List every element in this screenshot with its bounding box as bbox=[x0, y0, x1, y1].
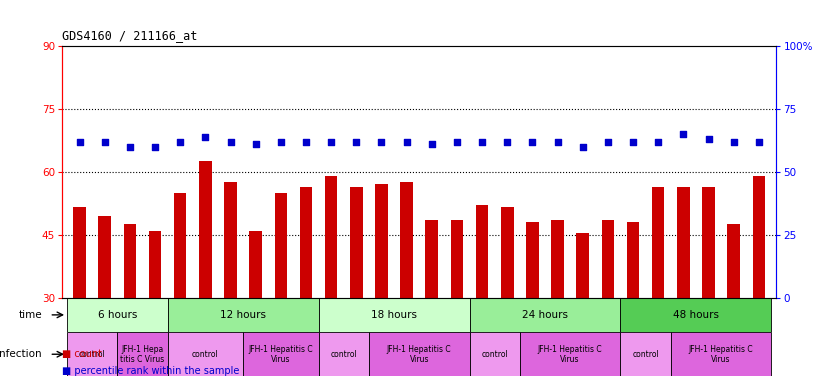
Text: infection: infection bbox=[0, 349, 42, 359]
Bar bbox=[375, 184, 387, 298]
Point bbox=[626, 139, 639, 145]
Point bbox=[349, 139, 363, 145]
Bar bbox=[652, 187, 664, 298]
Bar bbox=[401, 182, 413, 298]
Text: JFH-1 Hepatitis C
Virus: JFH-1 Hepatitis C Virus bbox=[689, 344, 753, 364]
Point bbox=[274, 139, 287, 145]
Bar bbox=[224, 182, 237, 298]
Text: JFH-1 Hepatitis C
Virus: JFH-1 Hepatitis C Virus bbox=[387, 344, 452, 364]
Text: JFH-1 Hepa
titis C Virus: JFH-1 Hepa titis C Virus bbox=[121, 344, 164, 364]
Bar bbox=[74, 207, 86, 298]
Text: ■ count: ■ count bbox=[62, 349, 102, 359]
Text: JFH-1 Hepatitis C
Virus: JFH-1 Hepatitis C Virus bbox=[249, 344, 313, 364]
Point bbox=[325, 139, 338, 145]
Bar bbox=[551, 220, 564, 298]
Text: 6 hours: 6 hours bbox=[97, 310, 137, 320]
Bar bbox=[620, 332, 671, 376]
Bar bbox=[124, 224, 136, 298]
Bar bbox=[526, 222, 539, 298]
Point bbox=[551, 139, 564, 145]
Bar bbox=[577, 233, 589, 298]
Text: time: time bbox=[18, 310, 42, 320]
Text: GDS4160 / 211166_at: GDS4160 / 211166_at bbox=[62, 29, 197, 42]
Point bbox=[676, 131, 690, 137]
Point bbox=[224, 139, 237, 145]
Point bbox=[249, 141, 263, 147]
Text: 24 hours: 24 hours bbox=[522, 310, 568, 320]
Text: 18 hours: 18 hours bbox=[371, 310, 417, 320]
Bar bbox=[469, 298, 620, 332]
Bar bbox=[476, 205, 488, 298]
Bar bbox=[620, 298, 771, 332]
Bar bbox=[98, 216, 111, 298]
Point bbox=[400, 139, 413, 145]
Bar bbox=[168, 332, 243, 376]
Point bbox=[149, 144, 162, 150]
Bar bbox=[67, 298, 168, 332]
Bar bbox=[243, 332, 319, 376]
Bar bbox=[199, 161, 211, 298]
Text: JFH-1 Hepatitis C
Virus: JFH-1 Hepatitis C Virus bbox=[538, 344, 602, 364]
Bar bbox=[728, 224, 740, 298]
Text: control: control bbox=[330, 350, 357, 359]
Bar bbox=[469, 332, 520, 376]
Point bbox=[702, 136, 715, 142]
Bar bbox=[369, 332, 469, 376]
Bar bbox=[752, 176, 765, 298]
Text: control: control bbox=[632, 350, 659, 359]
Point bbox=[576, 144, 589, 150]
Bar bbox=[601, 220, 615, 298]
Bar bbox=[319, 332, 369, 376]
Point bbox=[199, 134, 212, 140]
Point bbox=[752, 139, 766, 145]
Point bbox=[476, 139, 489, 145]
Bar bbox=[67, 332, 117, 376]
Point bbox=[425, 141, 439, 147]
Point bbox=[98, 139, 112, 145]
Text: 12 hours: 12 hours bbox=[220, 310, 266, 320]
Text: 48 hours: 48 hours bbox=[673, 310, 719, 320]
Bar bbox=[451, 220, 463, 298]
Point bbox=[601, 139, 615, 145]
Text: ■ percentile rank within the sample: ■ percentile rank within the sample bbox=[62, 366, 240, 376]
Bar bbox=[627, 222, 639, 298]
Point bbox=[375, 139, 388, 145]
Bar bbox=[501, 207, 514, 298]
Bar bbox=[174, 193, 187, 298]
Bar bbox=[671, 332, 771, 376]
Point bbox=[173, 139, 187, 145]
Bar bbox=[249, 230, 262, 298]
Bar bbox=[677, 187, 690, 298]
Bar bbox=[350, 187, 363, 298]
Bar bbox=[149, 230, 161, 298]
Point bbox=[123, 144, 136, 150]
Bar bbox=[168, 298, 319, 332]
Point bbox=[727, 139, 740, 145]
Text: control: control bbox=[78, 350, 106, 359]
Bar bbox=[274, 193, 287, 298]
Bar bbox=[300, 187, 312, 298]
Point bbox=[73, 139, 86, 145]
Point bbox=[299, 139, 312, 145]
Point bbox=[526, 139, 539, 145]
Point bbox=[450, 139, 463, 145]
Bar bbox=[319, 298, 469, 332]
Bar bbox=[117, 332, 168, 376]
Text: control: control bbox=[192, 350, 219, 359]
Bar bbox=[702, 187, 714, 298]
Text: control: control bbox=[482, 350, 508, 359]
Bar bbox=[325, 176, 338, 298]
Bar bbox=[520, 332, 620, 376]
Point bbox=[501, 139, 514, 145]
Point bbox=[652, 139, 665, 145]
Bar bbox=[425, 220, 438, 298]
